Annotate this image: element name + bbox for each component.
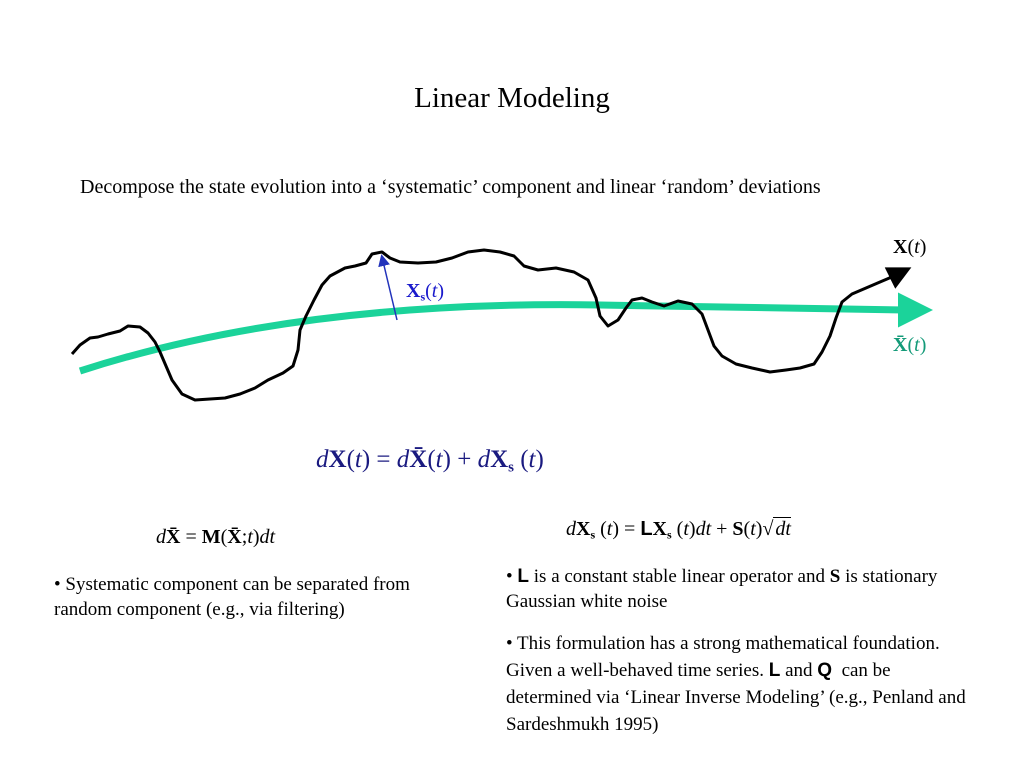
symbol: s [420, 289, 426, 304]
random-label: Xs(t) [406, 280, 444, 305]
deviation-arrow [378, 254, 398, 321]
symbol: s [590, 527, 596, 542]
symbol: ) [612, 518, 620, 540]
systematic-path [78, 292, 933, 375]
text: can be determined via ‘Linear Inverse Mo… [506, 660, 971, 735]
symbol: t [528, 446, 536, 473]
text: L [517, 566, 530, 587]
symbol: ) [252, 526, 260, 548]
symbol: ( [346, 446, 355, 473]
right-bullet: • L is a constant stable linear operator… [506, 564, 966, 614]
symbol: = [180, 526, 202, 548]
symbol: t [914, 236, 920, 258]
symbol: X [893, 236, 908, 258]
symbol: ) [361, 446, 371, 473]
symbol: dt [695, 518, 712, 540]
text: Q [817, 660, 833, 681]
symbol: X̄ [893, 334, 908, 356]
symbol: ) [437, 280, 445, 302]
systematic-equation: dX̄ = M(X̄;t)dt [156, 526, 275, 549]
symbol: t [914, 334, 920, 356]
state-path [70, 248, 912, 402]
symbol: ) [755, 518, 763, 540]
symbol: d [156, 526, 166, 548]
left-bullet: • Systematic component can be separated … [54, 574, 410, 620]
symbol: ) [535, 446, 544, 473]
symbol: √ [762, 518, 774, 540]
symbol: d [396, 446, 410, 473]
text: S [829, 566, 841, 587]
symbol: t [683, 518, 689, 540]
symbol: ( [671, 518, 684, 540]
symbol: X [406, 280, 421, 302]
symbol: ) [442, 446, 451, 473]
symbol: ( [907, 334, 915, 356]
symbol: X̄ [166, 526, 181, 548]
right-bullet: • This formulation has a strong mathemat… [506, 630, 966, 738]
symbol: d [316, 446, 329, 473]
text: is a constant stable linear operator and [529, 566, 830, 587]
symbol: ) [919, 236, 927, 258]
text: and [780, 660, 818, 681]
symbol: X [328, 446, 347, 473]
symbol: s [666, 527, 672, 542]
symbol: ) [919, 334, 927, 356]
state-label: X(t) [893, 236, 926, 259]
symbol: = [619, 518, 641, 540]
text: L [768, 660, 781, 681]
symbol: s [508, 459, 514, 476]
symbol: X [490, 446, 509, 473]
random-equation: dXs (t) = LXs (t)dt + S(t)√ dt [566, 517, 791, 543]
symbol: d [477, 446, 491, 473]
systematic-label: X̄(t) [893, 334, 926, 357]
symbol: t [750, 518, 756, 540]
symbol: ( [513, 446, 529, 473]
symbol: t [606, 518, 613, 540]
text: is stationary Gaussian white noise [506, 566, 938, 612]
symbol: + [450, 446, 478, 473]
symbol: t [354, 446, 362, 473]
text: • [506, 566, 518, 587]
symbol: t [431, 280, 438, 302]
main-equation: dX(t) = dX̄(t) + dXs (t) [316, 446, 544, 477]
symbol: ( [907, 236, 915, 258]
symbol: M [201, 526, 221, 548]
symbol: ( [743, 518, 751, 540]
symbol: t [435, 446, 443, 473]
symbol: L [640, 518, 653, 540]
symbol: X [576, 518, 591, 540]
title: Linear Modeling [414, 82, 610, 114]
symbol: ( [220, 526, 228, 548]
symbol: ( [427, 446, 436, 473]
symbol: ; [241, 526, 248, 548]
symbol: + [711, 518, 733, 540]
symbol: ) [688, 518, 696, 540]
symbol: t [247, 526, 253, 548]
symbol: X̄ [227, 526, 242, 548]
symbol: dt [259, 526, 276, 548]
text: • This formulation has a strong mathemat… [506, 633, 945, 681]
symbol: ( [595, 518, 607, 540]
symbol: dt [773, 517, 791, 540]
symbol: X̄ [409, 446, 428, 473]
symbol: d [566, 518, 576, 540]
intro: Decompose the state evolution into a ‘sy… [80, 176, 821, 198]
symbol: ( [425, 280, 432, 302]
symbol: X [652, 518, 667, 540]
symbol: = [370, 446, 397, 473]
symbol: S [732, 518, 744, 540]
